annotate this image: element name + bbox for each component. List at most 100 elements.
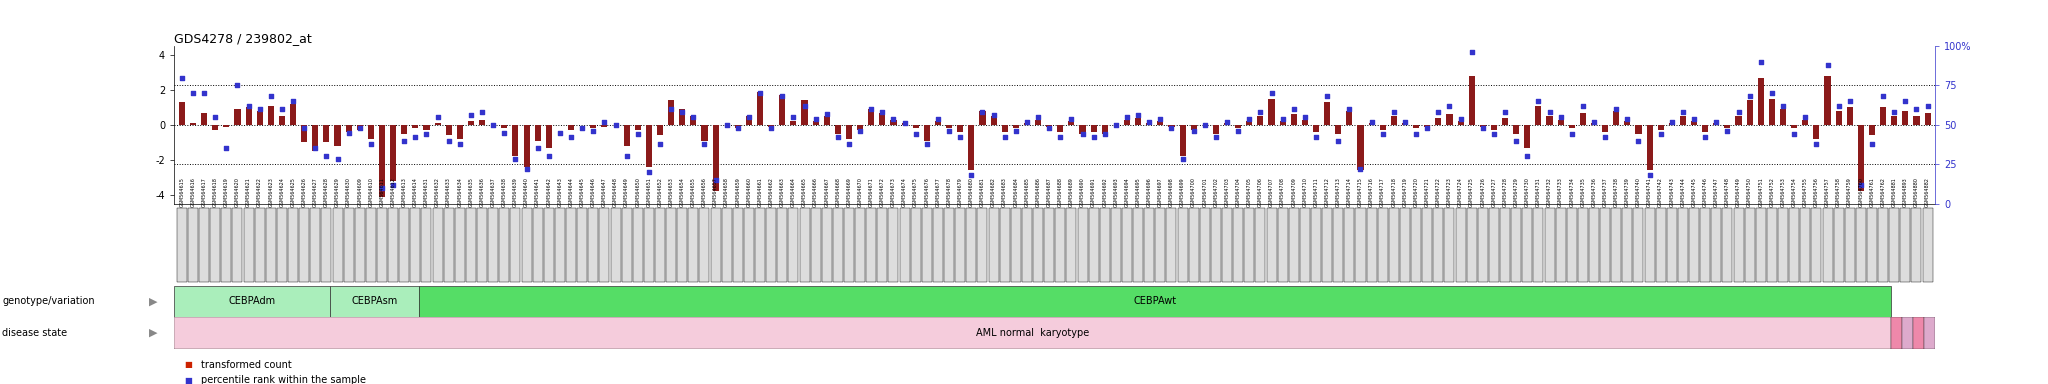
- Bar: [600, 208, 610, 282]
- Point: [678, 114, 711, 120]
- Bar: [532, 208, 543, 282]
- Point: [1690, 134, 1722, 141]
- Point: [1022, 114, 1055, 120]
- Bar: [834, 208, 844, 282]
- Bar: [1792, 125, 1798, 128]
- Bar: [1057, 125, 1063, 132]
- Point: [588, 119, 621, 125]
- Point: [1612, 116, 1645, 122]
- Point: [1833, 98, 1866, 104]
- Point: [610, 153, 643, 159]
- Bar: [1313, 125, 1319, 132]
- Text: GSM564667: GSM564667: [823, 177, 829, 207]
- Text: GSM564726: GSM564726: [1481, 177, 1485, 207]
- Point: [766, 93, 799, 99]
- Bar: [934, 208, 942, 282]
- Bar: [979, 111, 985, 125]
- Bar: [467, 121, 473, 125]
- Point: [166, 74, 199, 81]
- Bar: [1913, 116, 1919, 125]
- Bar: [1389, 208, 1399, 282]
- Point: [1155, 125, 1188, 131]
- Text: GSM564741: GSM564741: [1647, 177, 1653, 207]
- Text: GSM564652: GSM564652: [657, 177, 662, 207]
- Bar: [813, 121, 819, 125]
- Bar: [1323, 208, 1331, 282]
- Bar: [635, 125, 641, 130]
- Bar: [1413, 125, 1419, 128]
- Bar: [502, 125, 508, 128]
- Text: GDS4278 / 239802_at: GDS4278 / 239802_at: [174, 32, 311, 45]
- Point: [1266, 116, 1298, 122]
- Bar: [590, 125, 596, 128]
- Bar: [1767, 208, 1778, 282]
- Text: ▶: ▶: [150, 328, 158, 338]
- Point: [1311, 93, 1343, 99]
- Bar: [1923, 208, 1933, 282]
- Bar: [899, 208, 909, 282]
- Bar: [1233, 208, 1243, 282]
- Point: [1534, 109, 1567, 115]
- Text: AML normal  karyotype: AML normal karyotype: [975, 328, 1090, 338]
- Point: [698, 177, 731, 183]
- Bar: [655, 208, 666, 282]
- Bar: [1880, 107, 1886, 125]
- Bar: [254, 208, 264, 282]
- Point: [1243, 109, 1276, 115]
- Point: [299, 146, 332, 152]
- Bar: [758, 91, 764, 125]
- Bar: [334, 125, 340, 146]
- Bar: [1180, 125, 1186, 156]
- Bar: [223, 125, 229, 127]
- Bar: [633, 208, 643, 282]
- Bar: [190, 123, 197, 125]
- Text: GSM564693: GSM564693: [1114, 177, 1118, 207]
- Bar: [856, 208, 864, 282]
- Bar: [1257, 116, 1264, 125]
- Bar: [176, 208, 186, 282]
- Bar: [1444, 208, 1454, 282]
- Text: GSM564616: GSM564616: [190, 177, 195, 207]
- Point: [711, 122, 743, 128]
- Text: GSM564735: GSM564735: [1581, 177, 1585, 207]
- Bar: [1755, 208, 1765, 282]
- Text: GSM564625: GSM564625: [291, 177, 295, 207]
- Point: [1087, 131, 1120, 137]
- Bar: [545, 208, 553, 282]
- Bar: [356, 125, 362, 130]
- Point: [989, 134, 1022, 141]
- Text: GSM564728: GSM564728: [1503, 177, 1507, 207]
- Bar: [1655, 208, 1665, 282]
- Text: GSM564649: GSM564649: [625, 177, 629, 207]
- Text: GSM564692: GSM564692: [1102, 177, 1108, 207]
- Bar: [1888, 208, 1898, 282]
- Bar: [811, 208, 821, 282]
- Bar: [457, 125, 463, 139]
- Point: [877, 116, 909, 122]
- Point: [266, 106, 299, 112]
- Bar: [889, 208, 899, 282]
- Bar: [991, 116, 997, 125]
- Bar: [276, 208, 287, 282]
- Bar: [877, 208, 887, 282]
- Bar: [1858, 125, 1864, 191]
- Bar: [1823, 208, 1833, 282]
- Bar: [311, 208, 319, 282]
- Bar: [1325, 102, 1331, 125]
- Text: GSM564722: GSM564722: [1436, 177, 1442, 207]
- Bar: [1513, 125, 1520, 134]
- Bar: [1855, 208, 1866, 282]
- Bar: [1335, 125, 1341, 134]
- Text: GSM564651: GSM564651: [647, 177, 651, 207]
- Bar: [256, 111, 262, 125]
- Bar: [1722, 208, 1733, 282]
- Bar: [1358, 125, 1364, 170]
- Bar: [1456, 208, 1466, 282]
- Text: GSM564727: GSM564727: [1491, 177, 1497, 207]
- Text: GSM564663: GSM564663: [780, 177, 784, 207]
- Bar: [954, 208, 965, 282]
- Point: [254, 93, 287, 99]
- Bar: [213, 125, 219, 130]
- Point: [1356, 119, 1389, 125]
- Bar: [1411, 208, 1421, 282]
